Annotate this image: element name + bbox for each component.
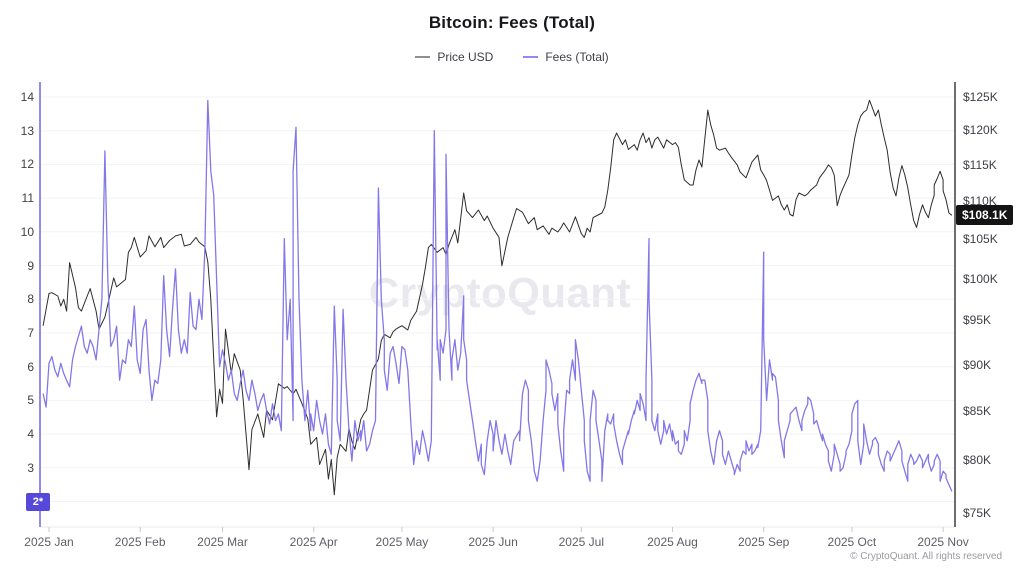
y-axis-left-tick-label: 12 — [20, 157, 34, 172]
y-axis-right-tick-label: $95K — [963, 313, 992, 328]
fees-line — [42, 99, 953, 492]
copyright-notice: © CryptoQuant. All rights reserved — [850, 551, 1002, 562]
x-axis-tick-label: 2025 Jul — [558, 535, 604, 549]
x-axis-tick-label: 2025 Jan — [24, 535, 74, 549]
x-axis-tick-label: 2025 May — [375, 535, 429, 549]
price-legend-dash-icon — [415, 56, 431, 58]
legend-item-fees[interactable]: Fees (Total) — [523, 50, 609, 64]
fees-legend-dash-icon — [523, 56, 539, 58]
y-axis-right-tick-label: $75K — [963, 506, 992, 520]
y-axis-right-tick-label: $90K — [963, 357, 992, 372]
y-axis-left-tick-label: 14 — [20, 90, 34, 104]
y-axis-left-tick-label: 3 — [27, 460, 34, 475]
x-axis-tick-label: 2025 Apr — [289, 535, 338, 549]
y-axis-right-tick-label: $85K — [963, 404, 992, 419]
y-axis-left-tick-label: 11 — [21, 191, 34, 206]
y-axis-right-tick-label: $105K — [963, 231, 998, 246]
x-axis-tick-label: 2025 Feb — [114, 535, 166, 549]
y-axis-left-tick-label: 6 — [27, 359, 34, 374]
x-axis-tick-label: 2025 Jun — [468, 535, 518, 549]
chart-title: Bitcoin: Fees (Total) — [428, 13, 596, 32]
y-axis-left-tick-label: 7 — [27, 325, 34, 340]
y-axis-left-tick-label: 4 — [27, 427, 34, 442]
price-current-value-badge: $108.1K — [956, 205, 1014, 226]
legend-label-fees: Fees (Total) — [545, 50, 609, 64]
x-axis-tick-label: 2025 Aug — [647, 535, 698, 549]
legend-label-price: Price USD — [437, 50, 494, 64]
y-axis-left-tick-label: 10 — [20, 224, 34, 239]
y-axis-left-tick-label: 5 — [27, 393, 34, 408]
y-axis-right-tick-label: $125K — [963, 90, 998, 104]
y-axis-left-tick-label: 13 — [20, 123, 34, 138]
x-axis-tick-label: 2025 Sep — [737, 535, 790, 549]
x-axis-tick-label: 2025 Mar — [197, 535, 248, 549]
price-line — [42, 99, 953, 496]
legend: Price USD Fees (Total) — [0, 50, 1024, 64]
x-axis-tick-label: 2025 Oct — [827, 535, 877, 549]
y-axis-right-tick-label: $115K — [963, 157, 997, 172]
x-axis-tick-label: 2025 Nov — [917, 535, 969, 549]
y-axis-left-tick-label: 8 — [27, 292, 34, 307]
y-axis-right-tick-label: $80K — [963, 453, 992, 468]
y-axis-right-tick-label: $110K — [963, 194, 997, 209]
fees-current-value-badge: 2* — [26, 492, 50, 511]
y-axis-left-tick-label: 9 — [27, 258, 34, 273]
y-axis-right-tick-label: $100K — [963, 271, 998, 286]
y-axis-right-tick-label: $120K — [963, 123, 998, 138]
legend-item-price[interactable]: Price USD — [415, 50, 493, 64]
